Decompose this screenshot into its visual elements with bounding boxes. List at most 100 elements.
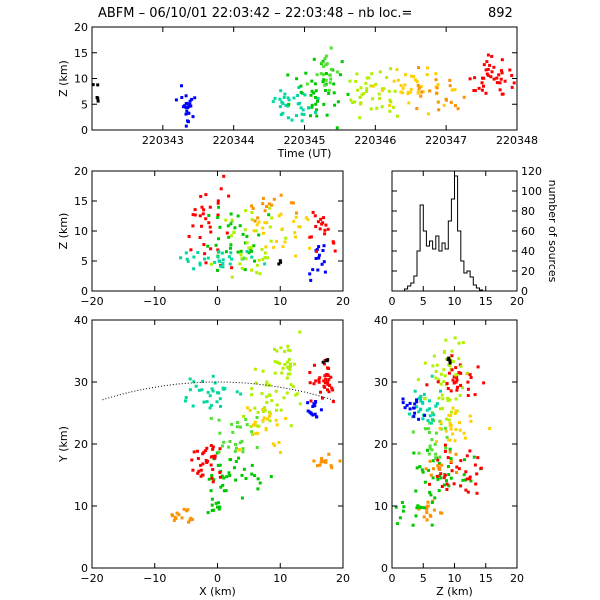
source-point [313,363,316,367]
source-point [446,399,450,403]
source-point [369,107,373,111]
source-point [424,427,427,431]
source-point [281,366,285,370]
source-point [217,250,221,254]
source-point [244,418,248,421]
source-point [427,468,430,472]
source-point [256,410,260,414]
source-point [261,257,265,261]
source-point [282,95,286,99]
source-point [412,75,416,79]
source-point [288,349,292,353]
source-point [308,235,312,239]
source-point [423,480,427,484]
source-point [298,101,302,105]
x-tick-label: 0 [214,295,221,308]
source-point [449,427,453,431]
source-point [317,245,321,249]
source-point [484,91,488,95]
x-tick-label: 20 [510,295,524,308]
source-point [287,98,291,102]
source-point [222,476,226,480]
source-point [236,421,240,424]
source-point [510,74,514,77]
source-point [222,489,226,493]
source-point [213,454,217,458]
source-point [311,210,315,214]
source-point [254,432,258,436]
source-point [240,266,244,270]
source-point [459,371,463,375]
source-point [263,408,267,412]
source-point [298,330,302,334]
source-point [309,399,313,403]
source-point [453,412,457,415]
source-point [210,474,214,477]
source-point [349,98,353,102]
source-point [482,84,485,88]
source-point [214,243,218,247]
source-point [411,523,415,527]
source-point [267,213,271,217]
source-point [218,447,222,451]
y-tick-label: 20 [521,265,535,278]
source-point [261,226,265,230]
source-point [443,374,447,378]
source-point [419,408,423,412]
source-point [317,380,321,384]
source-point [319,408,323,412]
source-point [313,82,317,86]
source-point [434,456,438,460]
source-point [432,508,436,512]
source-point [292,219,296,223]
source-point [265,380,269,384]
source-point [275,239,278,243]
source-point [322,260,326,264]
source-point [398,516,402,520]
source-point [362,92,366,96]
source-point [186,508,190,512]
source-point [286,96,290,100]
source-point [449,460,453,464]
source-point [200,205,204,209]
source-point [221,258,225,262]
source-point [321,396,324,400]
source-point [257,258,261,262]
source-point [459,364,463,368]
source-point [429,421,433,425]
y-tick-label: 30 [74,376,88,389]
source-point [299,90,303,94]
source-point [217,259,221,263]
source-point [310,105,314,109]
source-point [294,393,298,397]
source-point [335,126,339,130]
source-point [299,106,303,110]
source-point [313,404,317,408]
source-point [407,412,411,416]
source-point [287,102,291,106]
source-point [241,450,245,454]
source-point [190,517,194,521]
source-point [453,88,457,92]
source-point [206,244,210,248]
source-point [435,440,438,444]
source-point [262,231,265,235]
source-point [189,104,193,108]
source-point [228,440,232,443]
source-point [405,403,409,407]
source-point [228,262,232,266]
source-point [281,111,285,115]
source-point [232,230,236,234]
source-point [263,209,267,213]
source-point [253,420,257,424]
source-point [465,454,469,458]
source-point [190,97,194,101]
source-point [206,511,210,515]
source-point [438,474,442,478]
source-point [310,412,314,416]
source-point [447,418,451,422]
source-point [451,378,455,382]
source-point [220,474,224,478]
source-point [174,517,178,520]
source-point [285,376,289,380]
